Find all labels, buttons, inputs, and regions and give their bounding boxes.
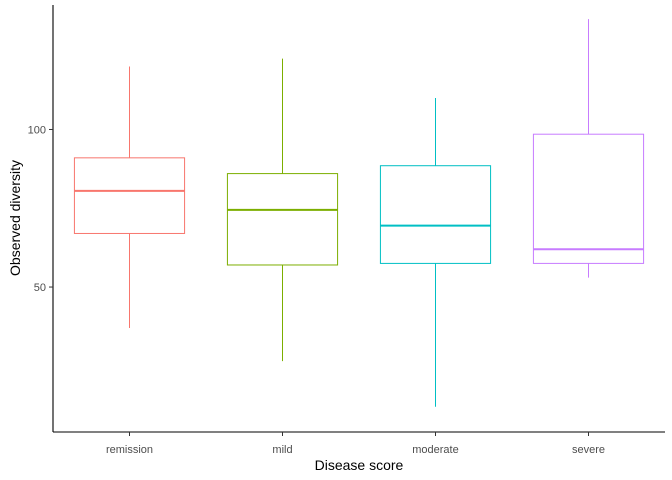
y-tick-label: 50 bbox=[34, 282, 46, 294]
x-tick-label: mild bbox=[272, 444, 292, 456]
box-iqr bbox=[532, 133, 645, 264]
box-moderate bbox=[379, 97, 492, 407]
box-remission bbox=[73, 66, 186, 329]
x-tick-label: severe bbox=[572, 444, 605, 456]
x-axis-ticks: remission mild moderate severe bbox=[106, 432, 605, 456]
plot-area bbox=[73, 19, 645, 407]
y-axis-ticks: 50 100 bbox=[28, 124, 53, 294]
box-iqr bbox=[379, 165, 492, 264]
box-iqr bbox=[226, 173, 339, 266]
x-tick-label: moderate bbox=[412, 444, 458, 456]
box-severe bbox=[532, 19, 645, 278]
y-axis-title: Observed diversity bbox=[7, 160, 23, 276]
box-iqr bbox=[73, 157, 186, 234]
box-mild bbox=[226, 58, 339, 362]
x-axis-title: Disease score bbox=[315, 457, 404, 473]
y-tick-label: 100 bbox=[28, 124, 46, 136]
x-tick-label: remission bbox=[106, 444, 153, 456]
